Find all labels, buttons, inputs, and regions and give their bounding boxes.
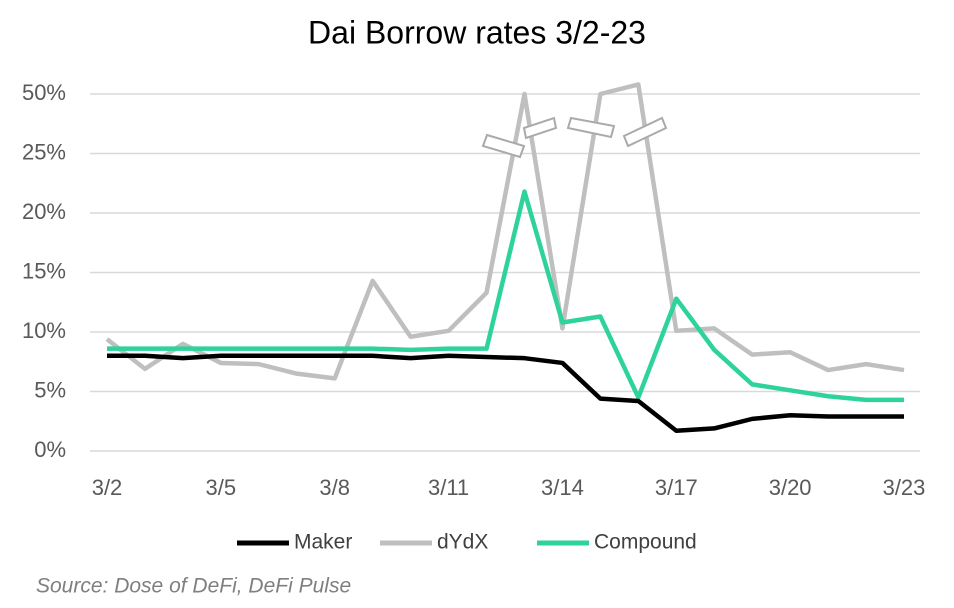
y-tick-label: 0% (34, 437, 66, 462)
y-tick-label: 25% (22, 139, 66, 164)
x-tick-label: 3/20 (769, 475, 812, 500)
y-tick-label: 10% (22, 318, 66, 343)
chart-title: Dai Borrow rates 3/2-23 (308, 14, 646, 50)
y-tick-label: 5% (34, 377, 66, 402)
x-tick-label: 3/14 (541, 475, 584, 500)
x-tick-label: 3/8 (319, 475, 350, 500)
x-tick-label: 3/23 (883, 475, 926, 500)
legend-label: dYdX (437, 531, 488, 554)
x-tick-label: 3/17 (655, 475, 698, 500)
source-note: Source: Dose of DeFi, DeFi Pulse (36, 575, 351, 598)
series-line (107, 353, 904, 434)
series-line (107, 189, 904, 403)
y-tick-label: 20% (22, 199, 66, 224)
plot: 0% 5% 10% 15% 20% 25% 50% 3/2 3/5 3/8 3/11 3/14 3/17… (22, 80, 925, 554)
series-line (105, 82, 905, 381)
legend-label: Compound (594, 531, 697, 554)
x-tick-label: 3/2 (92, 475, 123, 500)
legend-label: Maker (294, 531, 352, 554)
x-tick-label: 3/11 (428, 475, 469, 500)
y-tick-label: 50% (22, 80, 66, 105)
y-tick-label: 15% (22, 258, 66, 283)
x-tick-label: 3/5 (206, 475, 237, 500)
axis-break-marks (481, 116, 668, 159)
